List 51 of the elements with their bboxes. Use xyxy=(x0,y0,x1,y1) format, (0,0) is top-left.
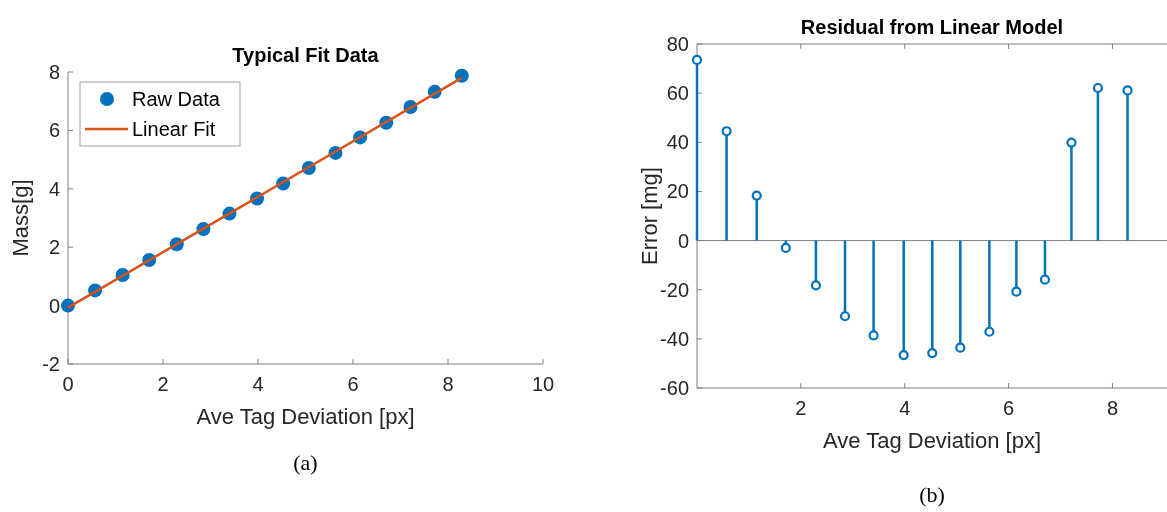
point xyxy=(868,330,879,341)
point xyxy=(984,326,995,337)
point xyxy=(839,311,851,322)
point xyxy=(1011,286,1022,297)
point xyxy=(810,280,822,291)
legend-label: Raw Data xyxy=(132,88,221,110)
text: (b) xyxy=(919,482,945,507)
y-tick-label: -40 xyxy=(660,327,689,350)
x-tick-label: 0 xyxy=(62,373,74,395)
y-axis-title: Mass[g] xyxy=(8,179,33,257)
x-tick-label: 2 xyxy=(157,373,169,395)
legend-label: Linear Fit xyxy=(132,118,216,140)
y-axis-title: Error [mg] xyxy=(637,167,662,265)
y-tick-label: -2 xyxy=(42,353,60,375)
y-tick-label: 60 xyxy=(666,82,689,105)
point xyxy=(927,348,938,359)
x-tick-label: 10 xyxy=(531,373,555,395)
point xyxy=(780,242,791,254)
x-tick-label: 2 xyxy=(795,397,807,419)
point xyxy=(751,190,762,201)
point xyxy=(691,54,703,66)
y-tick-label: -20 xyxy=(660,278,689,301)
x-tick-label: 6 xyxy=(347,373,359,395)
y-tick-label: 40 xyxy=(666,131,689,154)
x-tick-label: 8 xyxy=(442,373,454,395)
point xyxy=(1039,274,1051,285)
point xyxy=(454,68,469,83)
y-tick-label: -60 xyxy=(660,377,689,399)
point xyxy=(898,349,909,361)
y-tick-label: 8 xyxy=(48,61,60,83)
point xyxy=(1066,137,1077,148)
y-tick-label: 80 xyxy=(666,33,689,55)
y-tick-label: 0 xyxy=(677,229,689,252)
chart-title: Residual from Linear Model xyxy=(800,16,1064,38)
x-tick-label: 6 xyxy=(1003,397,1015,419)
y-tick-label: 6 xyxy=(48,119,60,142)
x-tick-label: 4 xyxy=(252,373,264,395)
chart-title: Typical Fit Data xyxy=(232,44,380,66)
y-tick-label: 0 xyxy=(48,294,60,317)
x-axis-title: Ave Tag Deviation [px] xyxy=(822,428,1042,453)
point xyxy=(721,126,732,137)
point xyxy=(955,342,966,353)
y-tick-label: 2 xyxy=(48,236,60,259)
point xyxy=(1092,82,1104,94)
x-tick-label: 4 xyxy=(899,397,911,419)
text: (a) xyxy=(293,450,318,475)
x-tick-label: 8 xyxy=(1106,397,1119,419)
x-axis-title: Ave Tag Deviation [px] xyxy=(196,404,415,429)
y-tick-label: 20 xyxy=(666,180,689,203)
y-tick-label: 4 xyxy=(48,177,60,200)
point xyxy=(1122,85,1133,96)
